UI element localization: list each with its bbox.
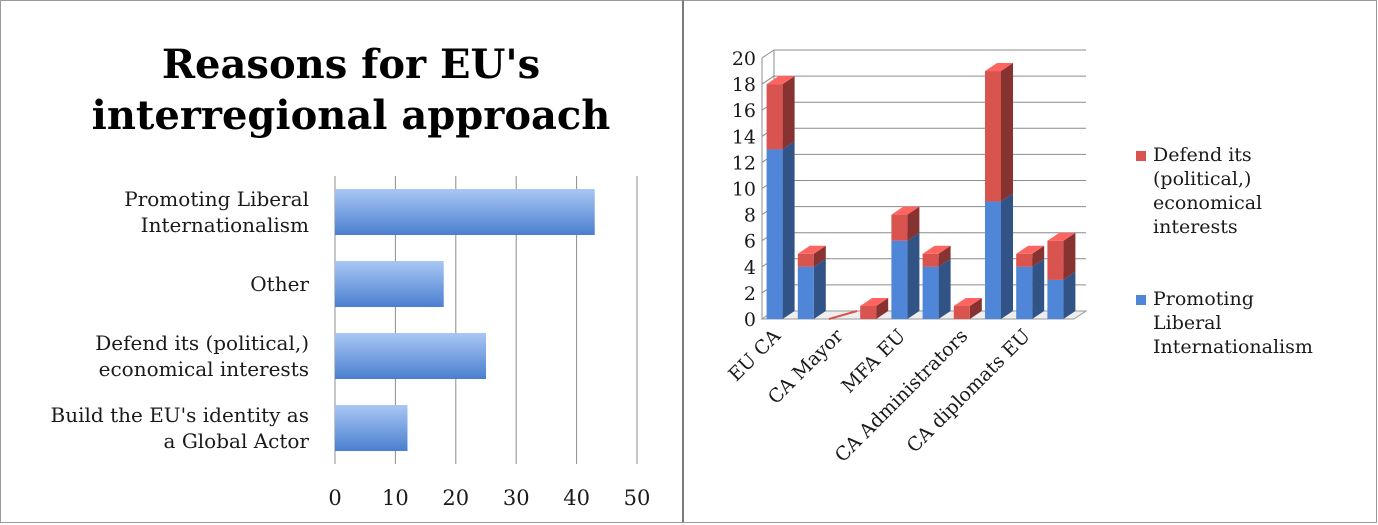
bar-side <box>969 297 982 319</box>
bar-segment <box>922 266 939 319</box>
category-label: Defend its (political,) <box>95 331 309 355</box>
bar-side <box>907 206 920 241</box>
y-tick-label: 18 <box>732 74 756 96</box>
bar <box>335 333 486 379</box>
bar-segment <box>953 305 970 319</box>
category-label: Promoting Liberal <box>124 187 309 211</box>
bar-segment <box>922 253 939 267</box>
y-tick-label: 16 <box>732 100 756 122</box>
y-tick-label: 4 <box>744 257 756 279</box>
bar <box>335 405 408 451</box>
gridline-depth <box>761 75 775 85</box>
bar-segment <box>1016 253 1033 267</box>
y-tick-label: 8 <box>744 205 756 227</box>
bar-segment <box>766 84 783 150</box>
legend-label: economical <box>1153 192 1262 214</box>
bar-segment <box>985 71 1001 202</box>
x-tick-label: 50 <box>624 486 651 510</box>
horizontal-bar-chart: 0 10 20 30 40 50 Promoting LiberalInternationa… <box>51 176 651 510</box>
bar-segment <box>797 253 814 267</box>
x-tick-label: 40 <box>563 486 590 510</box>
y-tick-label: 0 <box>744 309 756 331</box>
gridline-depth <box>761 49 775 59</box>
bar-top <box>922 245 951 254</box>
bar-side <box>1063 232 1076 280</box>
y-tick-label: 10 <box>732 179 756 201</box>
right-chart-panel: 0 2 4 6 8 10 12 14 16 18 20 EU CA CA Mayor MFA EU CA A… <box>682 0 1377 523</box>
legend-label: Defend its <box>1153 144 1252 166</box>
legend-label: (political,) <box>1153 168 1251 190</box>
bar-segment <box>797 266 814 319</box>
bar-side <box>813 245 826 267</box>
bar-side <box>1001 63 1013 202</box>
legend-label: Liberal <box>1153 312 1222 334</box>
bar-segment <box>1047 279 1064 319</box>
bar-top <box>766 76 795 85</box>
y-tick-label: 14 <box>732 126 756 148</box>
bar-segment <box>860 305 877 319</box>
y-tick-label: 6 <box>744 231 756 253</box>
bar-side <box>782 141 795 319</box>
bar-top <box>985 63 1013 72</box>
bar-side <box>1063 271 1076 319</box>
y-tick-label: 20 <box>732 48 756 70</box>
chart-title: Reasons for EU's interregional approach <box>91 41 611 139</box>
legend-label: Internationalism <box>1153 336 1313 358</box>
bar-top <box>891 206 920 215</box>
bar-top <box>953 297 982 306</box>
x-tick-label: 20 <box>442 486 469 510</box>
y-tick-label: 2 <box>744 283 756 305</box>
legend-swatch <box>1136 295 1146 305</box>
x-tick-label: 0 <box>328 486 341 510</box>
bar-top <box>860 297 889 306</box>
bar-segment <box>1016 266 1033 319</box>
bar-segment <box>766 149 783 319</box>
bar-segment <box>1047 240 1064 280</box>
bar-segment <box>891 240 908 319</box>
bar-side <box>876 297 889 319</box>
category-label: economical interests <box>99 357 309 381</box>
bar-side <box>1032 245 1045 267</box>
bar-side <box>813 258 826 319</box>
bar <box>335 189 595 235</box>
bar-side <box>1032 258 1045 319</box>
bar-side <box>938 258 951 319</box>
bar-top <box>797 245 826 254</box>
bar-top <box>1016 245 1045 254</box>
bar-side <box>1001 193 1013 319</box>
legend-label: Promoting <box>1153 288 1254 310</box>
category-label: Other <box>250 272 309 296</box>
bar-segment <box>891 214 908 241</box>
x-tick-label: EU CA <box>724 325 785 386</box>
x-tick-label: 30 <box>503 486 530 510</box>
x-tick-label: CA diplomats EU <box>903 325 1035 457</box>
bar-side <box>938 245 951 267</box>
category-label: a Global Actor <box>164 429 310 453</box>
y-tick-label: 12 <box>732 152 756 174</box>
legend-swatch <box>1136 151 1146 161</box>
bar-side <box>782 76 795 150</box>
bar-top <box>1047 232 1076 241</box>
bar-zero <box>828 310 858 320</box>
x-tick-label: 10 <box>382 486 409 510</box>
category-label: Build the EU's identity as <box>51 403 309 427</box>
legend-label: interests <box>1153 216 1238 238</box>
bar-side <box>907 232 920 319</box>
bar <box>335 261 444 307</box>
bar-segment <box>985 201 1001 319</box>
left-chart-panel: Reasons for EU's interregional approach … <box>0 0 682 523</box>
category-label: Internationalism <box>141 213 309 237</box>
